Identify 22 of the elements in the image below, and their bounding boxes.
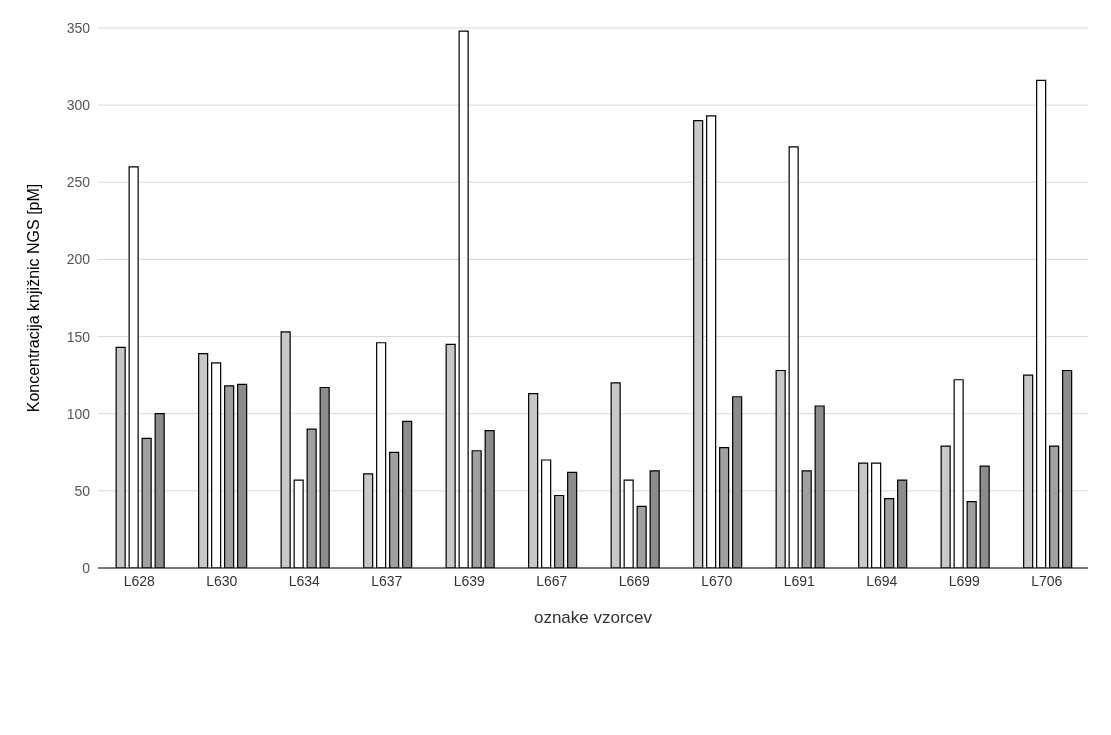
y-tick-label: 250 xyxy=(66,174,91,191)
x-tick-label: L667 xyxy=(536,572,568,589)
x-tick-label: L630 xyxy=(206,572,238,589)
x-tick-label: L637 xyxy=(371,572,403,589)
x-tick-label: L628 xyxy=(123,572,156,589)
x-tick-label: L634 xyxy=(288,572,321,589)
y-tick-label: 300 xyxy=(66,97,91,114)
y-tick-label: 0 xyxy=(82,559,91,576)
x-tick-label: L699 xyxy=(948,572,981,589)
x-tick-label: L670 xyxy=(701,572,733,589)
x-tick-label: L639 xyxy=(453,572,486,589)
y-tick-label: 350 xyxy=(66,19,91,36)
x-tick-label: L706 xyxy=(1031,572,1063,589)
y-tick-label: 100 xyxy=(66,405,91,422)
x-axis-title: oznake vzorcev xyxy=(533,608,653,627)
y-tick-label: 50 xyxy=(74,482,91,499)
y-axis-title: Koncentracija knjižnic NGS [pM] xyxy=(24,183,42,413)
x-tick-label: L694 xyxy=(866,572,898,589)
x-tick-label: L669 xyxy=(618,572,651,589)
y-tick-label: 150 xyxy=(66,328,91,345)
y-tick-label: 200 xyxy=(66,251,91,268)
x-tick-label: L691 xyxy=(783,572,816,589)
